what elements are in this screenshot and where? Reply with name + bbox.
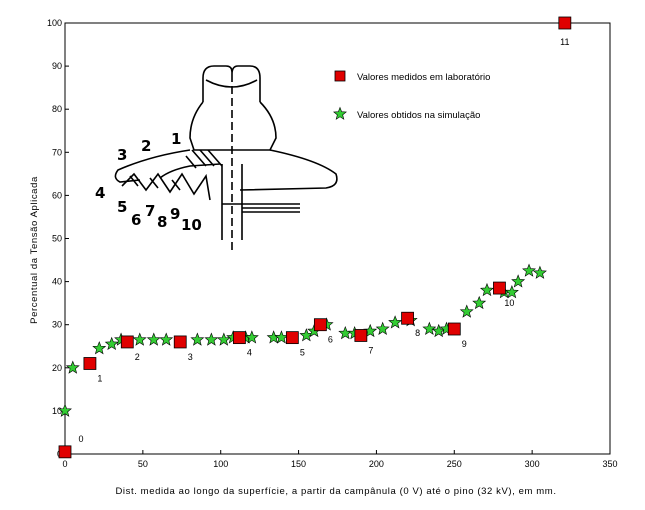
simulated-point (422, 321, 437, 335)
svg-text:7: 7 (145, 202, 155, 220)
svg-text:5: 5 (117, 198, 127, 216)
svg-text:6: 6 (131, 211, 141, 229)
svg-text:1: 1 (171, 130, 181, 148)
measured-point (232, 331, 246, 345)
y-tick-label: 50 (52, 234, 62, 244)
simulated-point (104, 336, 119, 351)
y-tick-label: 30 (52, 320, 62, 330)
measured-point-label: 2 (135, 352, 140, 362)
y-axis-title: Percentual da Tensão Aplicada (29, 176, 40, 324)
legend-measured-label: Valores medidos em laboratório (357, 72, 490, 83)
x-axis-title: Dist. medida ao longo da superfície, a p… (115, 486, 556, 497)
measured-point-label: 5 (300, 348, 305, 358)
svg-text:10: 10 (181, 216, 202, 234)
y-tick-label: 10 (52, 406, 62, 416)
simulated-point (338, 325, 353, 340)
simulated-point (431, 323, 446, 338)
simulated-point (459, 304, 474, 318)
y-tick-label: 80 (52, 104, 62, 114)
simulated-point (92, 341, 107, 355)
measured-point (558, 16, 572, 30)
simulated-point (388, 315, 403, 329)
legend-simulated-label: Valores obtidos na simulação (357, 110, 480, 121)
simulated-point (532, 265, 547, 279)
y-tick-label: 70 (52, 147, 62, 157)
measured-point (493, 281, 506, 295)
y-tick-label: 20 (52, 363, 62, 373)
measured-point-label: 11 (560, 37, 569, 47)
measured-point-label: 3 (188, 352, 193, 362)
simulated-point (472, 295, 487, 310)
simulated-point (522, 263, 536, 277)
svg-text:8: 8 (157, 213, 167, 231)
plot-frame (64, 22, 611, 455)
y-tick-label: 100 (47, 18, 62, 28)
measured-point-label: 9 (462, 339, 467, 349)
measured-point (447, 322, 461, 336)
legend-measured-swatch (334, 70, 346, 82)
measured-point (401, 311, 414, 325)
simulated-point (216, 332, 231, 346)
measured-point-label: 10 (504, 298, 514, 308)
measured-point (354, 329, 368, 342)
insulator-inset-labels: 1 2 3 4 5 6 7 8 9 10 (95, 130, 202, 234)
measured-point (285, 331, 299, 345)
simulated-point (146, 332, 161, 346)
x-tick-label: 200 (369, 459, 384, 469)
simulated-point (58, 403, 72, 417)
x-tick-label: 250 (447, 459, 462, 469)
simulated-point (204, 332, 219, 346)
x-tick-label: 50 (138, 459, 148, 469)
measured-point (83, 357, 97, 370)
measured-series (58, 16, 572, 459)
simulated-point (363, 323, 378, 338)
x-tick-label: 150 (291, 459, 306, 469)
svg-text:2: 2 (141, 137, 151, 155)
insulator-inset-illustration (114, 65, 338, 250)
y-tick-label: 40 (52, 277, 62, 287)
x-tick-label: 100 (213, 459, 228, 469)
simulated-point (65, 360, 80, 374)
measured-point-label: 6 (328, 335, 333, 345)
simulated-point (244, 330, 259, 344)
simulated-point (159, 332, 174, 346)
simulated-point (511, 274, 526, 288)
x-tick-label: 350 (602, 459, 617, 469)
measured-point (173, 335, 187, 349)
svg-text:4: 4 (95, 184, 105, 202)
measured-point (313, 318, 327, 332)
y-tick-label: 60 (52, 190, 62, 200)
x-axis: 0 50 100 150 200 250 300 350 (62, 450, 618, 469)
x-tick-label: 300 (525, 459, 540, 469)
measured-point-label: 0 (78, 434, 83, 444)
svg-text:9: 9 (170, 205, 180, 223)
measured-point-label: 8 (415, 328, 420, 338)
simulated-point (504, 285, 519, 299)
legend: Valores medidos em laboratório Valores o… (333, 70, 490, 121)
y-tick-label: 90 (52, 61, 62, 71)
measured-point (58, 445, 72, 459)
svg-text:3: 3 (117, 146, 127, 164)
simulated-point (375, 321, 390, 335)
simulated-point (480, 282, 494, 297)
simulated-point (132, 332, 147, 346)
legend-simulated-swatch (333, 106, 347, 120)
x-tick-label: 0 (62, 459, 67, 469)
simulated-point (190, 332, 205, 346)
simulated-series (58, 263, 547, 417)
measured-point-label: 1 (97, 373, 102, 383)
measured-point-label: 4 (247, 348, 252, 358)
measured-point-label: 7 (368, 345, 373, 355)
y-axis: 0102030405060708090100 (47, 18, 69, 459)
measured-point (120, 335, 134, 349)
